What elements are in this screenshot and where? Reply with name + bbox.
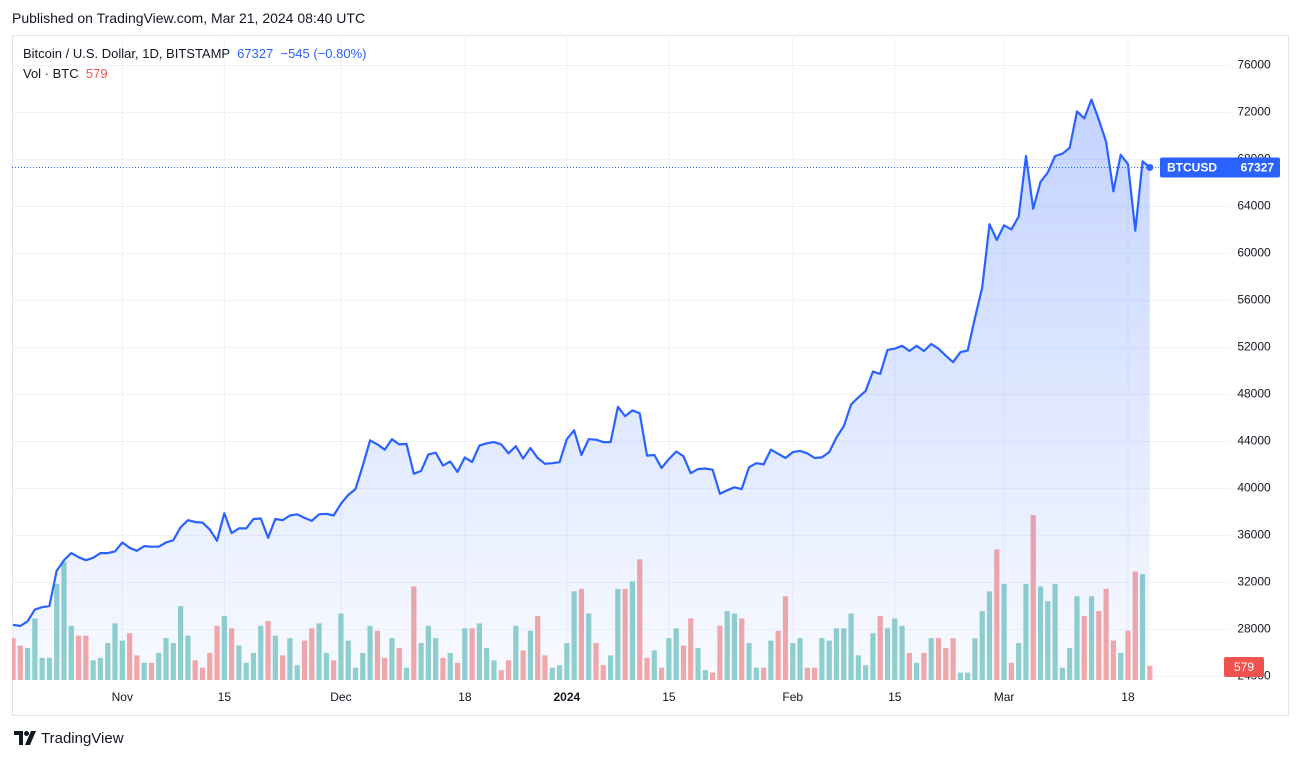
- x-tick-label: 15: [218, 690, 232, 704]
- published-note: Published on TradingView.com, Mar 21, 20…: [12, 10, 366, 26]
- x-tick-label: Feb: [782, 690, 803, 704]
- x-tick-label: 15: [888, 690, 902, 704]
- y-tick-label: 64000: [1237, 199, 1271, 213]
- brand-name: TradingView: [41, 730, 124, 747]
- legend-change: −545 (−0.80%): [280, 46, 367, 61]
- x-tick-label: 18: [1121, 690, 1135, 704]
- y-tick-label: 44000: [1237, 434, 1271, 448]
- y-tick-label: 28000: [1237, 622, 1271, 636]
- x-tick-label: Nov: [112, 690, 133, 704]
- y-tick-label: 36000: [1237, 528, 1271, 542]
- legend-last: 67327: [237, 46, 274, 61]
- legend-main: Bitcoin / U.S. Dollar, 1D, BITSTAMP 6732…: [23, 46, 367, 61]
- y-tick-label: 52000: [1237, 340, 1271, 354]
- x-tick-label: Dec: [330, 690, 351, 704]
- legend-volume: Vol · BTC 579: [23, 66, 108, 81]
- price-area: [13, 99, 1150, 680]
- price-label-name: BTCUSD: [1167, 161, 1217, 175]
- brand-logo: [14, 731, 36, 745]
- volume-bar: [1147, 665, 1153, 680]
- y-tick-label: 76000: [1237, 58, 1271, 72]
- y-tick-label: 56000: [1237, 293, 1271, 307]
- y-tick-label: 48000: [1237, 387, 1271, 401]
- y-tick-label: 60000: [1237, 246, 1271, 260]
- legend-volume-name: Vol · BTC: [23, 66, 79, 81]
- price-line: [12, 98, 1151, 628]
- x-tick-label: 15: [662, 690, 676, 704]
- volume-label-value: 579: [1234, 660, 1254, 674]
- legend-volume-last: 579: [85, 66, 108, 81]
- last-point: [1146, 163, 1154, 171]
- x-tick-label: 18: [458, 690, 472, 704]
- price-label-value: 67327: [1241, 161, 1275, 175]
- chart-frame: [12, 35, 1289, 716]
- volume-label-box: [1224, 657, 1264, 677]
- price-label-box: [1160, 157, 1280, 178]
- y-tick-label: 32000: [1237, 575, 1271, 589]
- x-tick-label: 2024: [553, 690, 580, 704]
- y-tick-label: 72000: [1237, 105, 1271, 119]
- legend-title: Bitcoin / U.S. Dollar, 1D, BITSTAMP: [23, 46, 230, 61]
- y-tick-label: 40000: [1237, 481, 1271, 495]
- x-tick-label: Mar: [994, 690, 1015, 704]
